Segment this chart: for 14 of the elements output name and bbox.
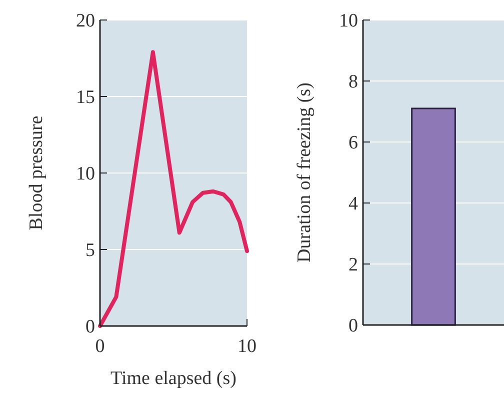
y-tick-label: 0 [348,316,358,337]
y-axis-title: Blood pressure [26,116,47,230]
y-tick-label: 6 [348,132,358,154]
y-axis-title: Duration of freezing (s) [294,82,315,262]
y-tick-label: 10 [76,164,95,185]
y-tick-label: 20 [76,10,95,32]
y-tick-label: 2 [348,254,358,276]
y-tick-label: 10 [339,10,358,32]
y-tick-label: 4 [348,194,358,215]
y-tick-label: 0 [86,316,95,338]
y-tick-label: 8 [348,72,358,93]
y-tick-label: 15 [76,87,95,108]
y-tick-label: 5 [86,240,95,262]
x-axis-title: Time elapsed (s) [110,368,236,389]
